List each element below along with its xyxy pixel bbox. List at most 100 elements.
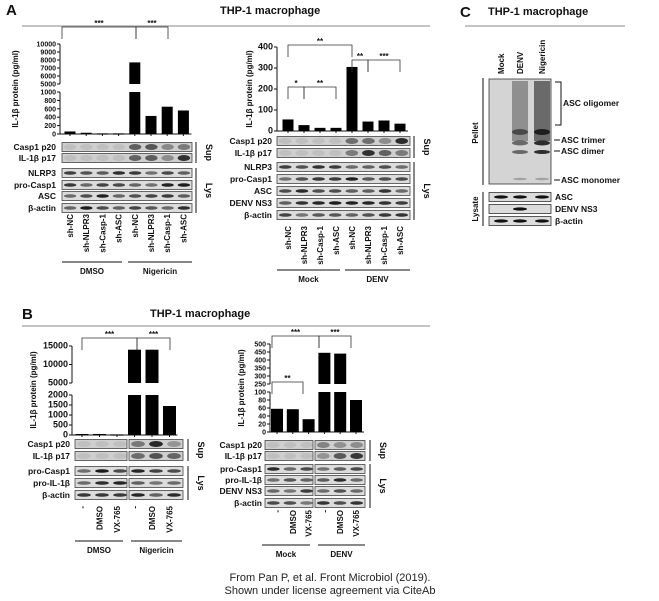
bar — [318, 352, 331, 384]
blot-row-label: IL-1β p17 — [225, 451, 263, 461]
blot-row-label: pro-Casp1 — [14, 180, 56, 190]
blot-band — [63, 206, 77, 210]
blot-band — [328, 138, 342, 144]
lysate-row-label: ASC — [555, 192, 573, 202]
group-label: Nigericin — [139, 546, 173, 555]
footer-license: Shown under license agreement via CiteAb — [225, 585, 436, 597]
blot-band — [345, 165, 359, 169]
blot-band — [128, 155, 142, 161]
blot-strip — [74, 439, 128, 449]
footer-citation: From Pan P, et al. Front Microbiol (2019… — [230, 572, 431, 584]
blot-band — [149, 441, 163, 447]
blot-band — [345, 177, 359, 181]
lane-label: sh-ASC — [332, 226, 341, 255]
blot-band — [96, 194, 109, 198]
blot-band — [267, 489, 280, 493]
blot-band — [96, 155, 109, 161]
blot-band — [278, 189, 292, 193]
blot-band — [362, 201, 375, 205]
bar — [129, 92, 141, 134]
blot-band — [312, 189, 325, 193]
blot-band — [362, 189, 375, 193]
blot-band — [295, 138, 309, 144]
blot-band — [300, 453, 313, 459]
blot-band — [300, 501, 313, 505]
blot-band — [328, 201, 342, 205]
blot-band — [317, 467, 330, 471]
blot-band — [80, 144, 93, 150]
lane-label: sh-ASC — [179, 214, 188, 243]
bar — [314, 127, 326, 131]
blot-band — [145, 155, 158, 161]
blot-band — [312, 150, 325, 156]
blot-band — [283, 489, 297, 493]
blot-band — [283, 453, 297, 459]
blot-A_right: Casp1 p20 IL-1β p17 NLRP3 pro-Casp1 ASC DENV … — [229, 136, 432, 220]
blot-band — [145, 171, 158, 175]
bar — [318, 392, 331, 432]
blot-band — [95, 453, 109, 459]
blot-strip — [264, 440, 314, 450]
bar — [271, 408, 283, 432]
bar — [128, 349, 141, 383]
blot-band — [278, 177, 292, 181]
bar — [163, 406, 176, 435]
blot-band — [300, 489, 313, 493]
significance-bracket — [287, 86, 305, 99]
bar — [145, 115, 157, 134]
y-tick-label: 800 — [44, 98, 56, 105]
significance-label: *** — [149, 330, 159, 339]
asc-monomer-band — [513, 177, 527, 181]
blot-band — [145, 183, 158, 187]
blot-band — [350, 478, 363, 482]
blot-band — [312, 213, 325, 217]
asc-band — [512, 140, 528, 146]
blot-band — [167, 453, 181, 459]
y-tick-label: 0 — [262, 430, 266, 437]
lane-label: sh-Casp-1 — [98, 213, 107, 252]
blot-band — [161, 194, 174, 198]
blot-row-label: Casp1 p20 — [219, 440, 262, 450]
blot-band — [77, 453, 91, 459]
lysate-band — [535, 195, 549, 199]
bar — [129, 62, 141, 84]
y-tick-label: 200 — [258, 84, 273, 94]
lane-label: sh-NC — [66, 214, 75, 238]
y-tick-label: 9000 — [40, 50, 56, 57]
significance-bracket — [135, 26, 169, 39]
significance-label: *** — [379, 52, 389, 61]
group-label: DMSO — [80, 267, 104, 276]
blot-row-label: pro-Casp1 — [230, 174, 272, 184]
blot-band — [177, 171, 191, 175]
y-tick-label: 300 — [254, 374, 266, 381]
asc-band — [534, 129, 550, 135]
blot-band — [149, 481, 163, 485]
y-tick-label: 400 — [44, 115, 56, 122]
lane-label: sh-NLPR3 — [364, 225, 373, 264]
asc-monomer-band — [535, 177, 549, 181]
blot-band — [177, 183, 191, 187]
blot-band — [333, 478, 347, 482]
lane-label: sh-NLPR3 — [300, 225, 309, 264]
lane-label: - — [273, 510, 282, 513]
blot-band — [95, 441, 109, 447]
blot-band — [95, 469, 109, 473]
blot-band — [350, 442, 363, 448]
blot-band — [295, 201, 309, 205]
blot-band — [328, 177, 342, 181]
significance-bracket — [61, 26, 137, 39]
blot-band — [131, 493, 145, 497]
y-tick-label: 7000 — [40, 66, 56, 73]
blot-band — [113, 441, 127, 447]
y-axis-label: IL-1β protein (pg/ml) — [237, 349, 246, 427]
blot-band — [395, 165, 409, 169]
y-tick-label: 100 — [258, 105, 273, 115]
bar — [330, 127, 342, 131]
blot-band — [80, 183, 93, 187]
bar — [346, 66, 358, 131]
significance-label: *** — [330, 328, 340, 337]
blot-band — [378, 201, 392, 205]
